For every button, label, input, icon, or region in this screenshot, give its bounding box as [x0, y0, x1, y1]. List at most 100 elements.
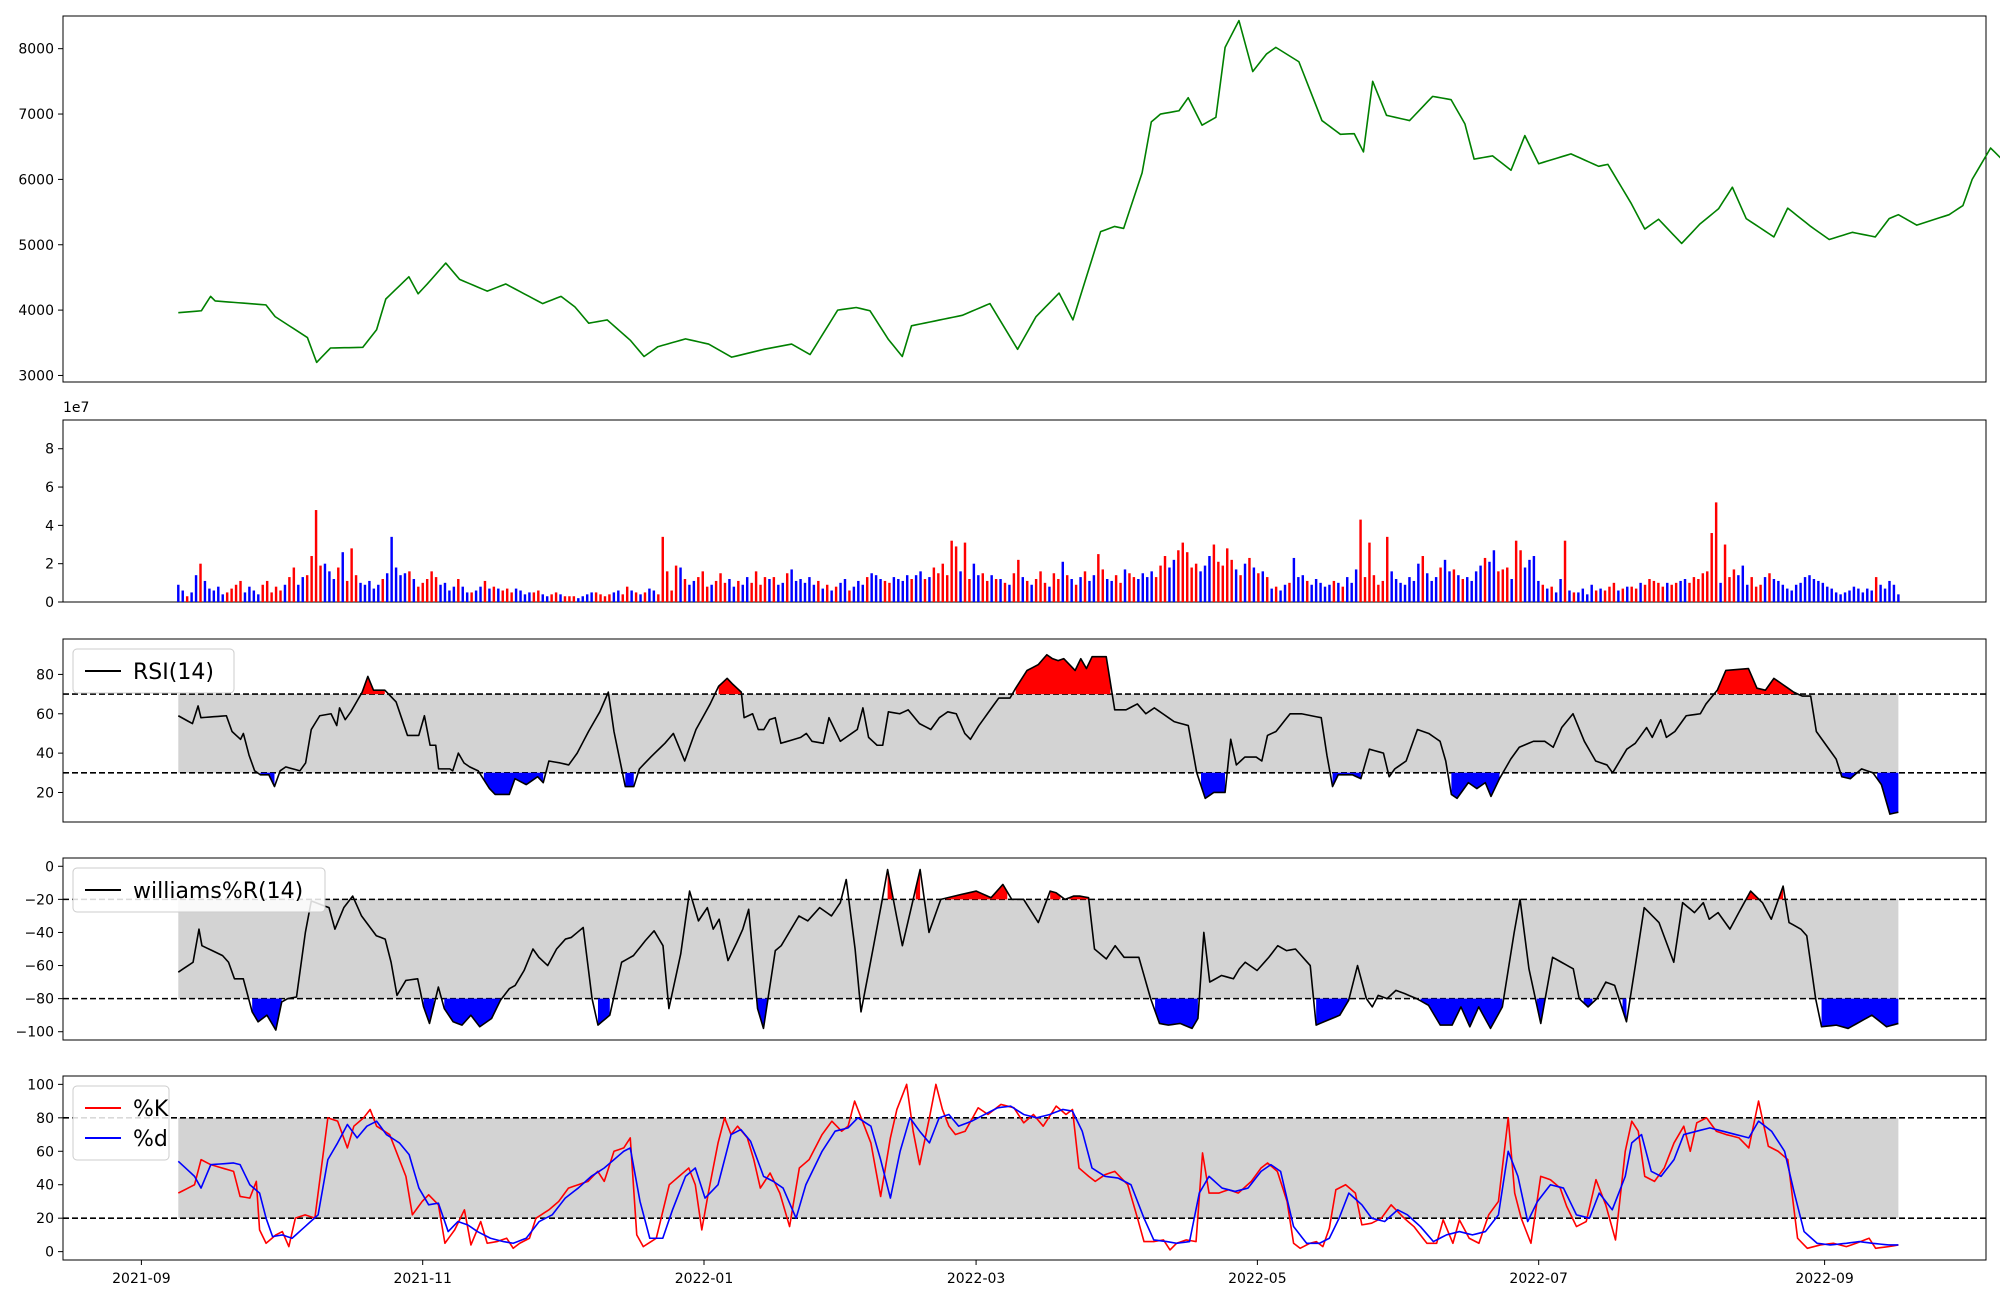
- volume-bar: [1283, 584, 1287, 602]
- volume-bar: [1612, 582, 1616, 602]
- volume-bar: [750, 582, 753, 602]
- volume-bar: [1519, 550, 1522, 602]
- volume-bar: [1768, 573, 1771, 602]
- volume-bar: [839, 582, 842, 602]
- volume-bar: [1310, 584, 1313, 602]
- volume-bar: [1470, 580, 1473, 602]
- williams-oversold-fill: [1420, 998, 1503, 1029]
- volume-bar: [523, 594, 527, 602]
- volume-bar: [1234, 569, 1238, 602]
- volume-bar: [230, 588, 233, 602]
- volume-bar: [1323, 586, 1327, 602]
- price-ytick-label: 5000: [18, 238, 54, 254]
- volume-bar: [1079, 577, 1082, 602]
- volume-bar: [1101, 569, 1104, 602]
- volume-bar: [599, 594, 602, 602]
- volume-bar: [728, 579, 731, 602]
- stochastic-axes-frame: [62, 1075, 1987, 1261]
- volume-bar: [643, 592, 647, 602]
- volume-bar: [545, 596, 549, 602]
- volume-bar: [865, 577, 869, 602]
- volume-bar: [946, 575, 949, 602]
- volume-bar: [257, 594, 260, 602]
- volume-bar: [1243, 563, 1247, 602]
- rsi-neutral-band: [178, 694, 1899, 773]
- volume-bar: [665, 571, 669, 602]
- volume-bar: [1221, 565, 1225, 602]
- volume-bar: [990, 575, 993, 602]
- volume-bar: [634, 592, 638, 602]
- volume-bar: [794, 580, 798, 602]
- volume-bar: [1017, 559, 1020, 602]
- volume-bar: [1132, 577, 1136, 602]
- volume-bar: [439, 584, 442, 602]
- volume-bar: [1403, 584, 1407, 602]
- stochastic-ytick-label: 0: [45, 1245, 54, 1261]
- volume-bar: [843, 579, 847, 602]
- volume-bar: [710, 584, 713, 602]
- williams-oversold-fill: [1155, 998, 1198, 1029]
- rsi-oversold-fill: [1332, 772, 1361, 787]
- volume-bar: [434, 577, 438, 602]
- volume-bar: [385, 573, 389, 602]
- volume-bar: [452, 586, 456, 602]
- williams-oversold-fill: [1821, 998, 1899, 1029]
- volume-bar: [1581, 588, 1585, 602]
- volume-bar: [1492, 550, 1496, 602]
- price-ytick-label: 8000: [18, 42, 54, 58]
- volume-bar: [1697, 579, 1700, 602]
- volume-bar: [199, 563, 202, 602]
- volume-bar: [683, 579, 687, 602]
- volume-bar: [928, 577, 931, 602]
- price-ytick-label: 7000: [18, 107, 54, 123]
- volume-bar: [1639, 582, 1642, 602]
- volume-bar: [1737, 575, 1740, 602]
- volume-bar: [1052, 573, 1056, 602]
- volume-bar: [270, 592, 273, 602]
- volume-bar: [1452, 569, 1456, 602]
- volume-ytick-label: 6: [45, 480, 54, 496]
- volume-bar: [243, 592, 247, 602]
- volume-bar: [999, 579, 1002, 602]
- volume-bar: [1483, 557, 1487, 602]
- volume-bar: [1146, 577, 1149, 602]
- volume-bar: [1386, 536, 1389, 602]
- stochastic-legend-label: %K: [133, 1097, 169, 1122]
- volume-bar: [1203, 565, 1207, 602]
- volume-bar: [986, 580, 989, 602]
- volume-bar: [625, 586, 629, 602]
- volume-bar: [301, 577, 304, 602]
- williams-legend-box: [72, 867, 326, 913]
- volume-bar: [225, 592, 229, 602]
- volume-bar: [1874, 577, 1878, 602]
- volume-bar: [1123, 569, 1127, 602]
- volume-bar: [937, 573, 940, 602]
- volume-bar: [421, 582, 424, 602]
- volume-bar: [1532, 556, 1536, 602]
- rsi-oversold-fill: [483, 772, 544, 795]
- rsi-oversold-fill: [1451, 772, 1500, 799]
- volume-bar: [1514, 540, 1518, 602]
- volume-bar: [919, 571, 922, 602]
- volume-bar: [417, 586, 420, 602]
- volume-bar: [1066, 575, 1069, 602]
- rsi-legend-box: [72, 648, 235, 694]
- stochastic-ytick-label: 60: [36, 1144, 54, 1160]
- volume-bar: [181, 590, 184, 602]
- williams-neutral-band: [178, 899, 1899, 999]
- volume-bar: [825, 584, 829, 602]
- volume-bar: [1226, 548, 1229, 602]
- volume-bar: [1212, 544, 1216, 602]
- volume-bar: [1159, 565, 1162, 602]
- volume-bar: [1354, 569, 1358, 602]
- williams-ytick-label: 0: [45, 859, 54, 875]
- volume-bar: [430, 571, 433, 602]
- volume-bar: [679, 567, 682, 602]
- volume-bar: [661, 536, 664, 602]
- volume-bar: [963, 542, 967, 602]
- stochastic-ytick-label: 80: [36, 1111, 54, 1127]
- volume-bar: [1652, 580, 1656, 602]
- volume-bar: [1043, 582, 1047, 602]
- volume-bar: [1883, 588, 1887, 602]
- volume-bar: [1892, 584, 1896, 602]
